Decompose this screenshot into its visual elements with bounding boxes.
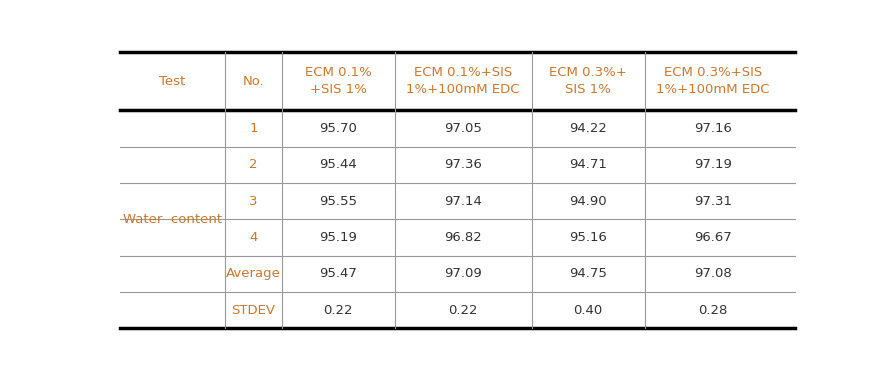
Text: 2: 2 bbox=[249, 158, 258, 172]
Text: No.: No. bbox=[243, 75, 264, 88]
Text: Average: Average bbox=[226, 267, 281, 280]
Text: 96.82: 96.82 bbox=[445, 231, 482, 244]
Text: 95.47: 95.47 bbox=[320, 267, 357, 280]
Text: 95.16: 95.16 bbox=[569, 231, 607, 244]
Text: 94.22: 94.22 bbox=[569, 122, 607, 135]
Text: 3: 3 bbox=[249, 195, 258, 208]
Text: Water  content: Water content bbox=[123, 213, 222, 226]
Text: STDEV: STDEV bbox=[231, 303, 276, 317]
Text: ECM 0.3%+SIS
1%+100mM EDC: ECM 0.3%+SIS 1%+100mM EDC bbox=[656, 66, 770, 97]
Text: 94.90: 94.90 bbox=[570, 195, 607, 208]
Text: Test: Test bbox=[160, 75, 186, 88]
Text: 97.16: 97.16 bbox=[694, 122, 732, 135]
Text: 96.67: 96.67 bbox=[694, 231, 732, 244]
Text: 0.22: 0.22 bbox=[448, 303, 478, 317]
Text: 97.05: 97.05 bbox=[444, 122, 482, 135]
Text: 4: 4 bbox=[249, 231, 258, 244]
Text: ECM 0.3%+
SIS 1%: ECM 0.3%+ SIS 1% bbox=[549, 66, 627, 97]
Text: 0.22: 0.22 bbox=[323, 303, 353, 317]
Text: 97.08: 97.08 bbox=[694, 267, 732, 280]
Text: 97.19: 97.19 bbox=[694, 158, 732, 172]
Text: 0.28: 0.28 bbox=[698, 303, 728, 317]
Text: 95.19: 95.19 bbox=[320, 231, 357, 244]
Text: 0.40: 0.40 bbox=[573, 303, 603, 317]
Text: ECM 0.1%+SIS
1%+100mM EDC: ECM 0.1%+SIS 1%+100mM EDC bbox=[406, 66, 520, 97]
Text: 97.09: 97.09 bbox=[445, 267, 482, 280]
Text: 97.31: 97.31 bbox=[694, 195, 732, 208]
Text: 95.70: 95.70 bbox=[320, 122, 357, 135]
Text: 95.44: 95.44 bbox=[320, 158, 357, 172]
Text: 1: 1 bbox=[249, 122, 258, 135]
Text: 94.75: 94.75 bbox=[569, 267, 607, 280]
Text: ECM 0.1%
+SIS 1%: ECM 0.1% +SIS 1% bbox=[305, 66, 371, 97]
Text: 97.36: 97.36 bbox=[444, 158, 482, 172]
Text: 97.14: 97.14 bbox=[444, 195, 482, 208]
Text: 94.71: 94.71 bbox=[569, 158, 607, 172]
Text: 95.55: 95.55 bbox=[320, 195, 357, 208]
